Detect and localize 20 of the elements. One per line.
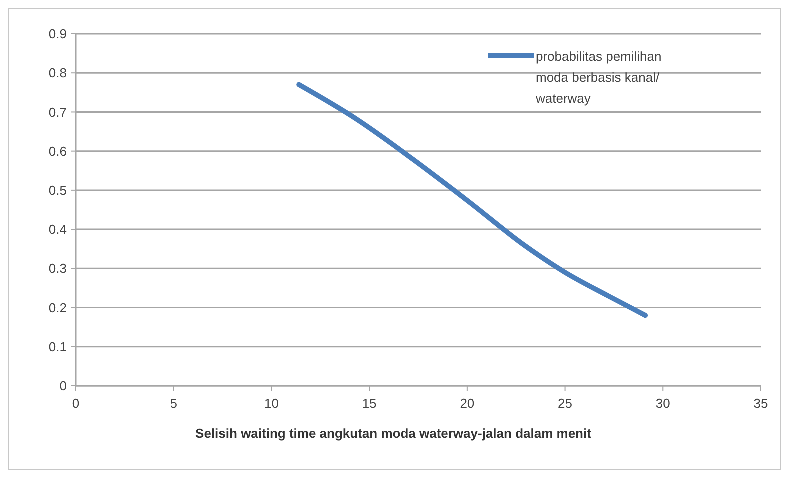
- x-tick-label: 35: [754, 396, 768, 411]
- y-tick-label: 0.7: [48, 104, 67, 120]
- x-tick-label: 10: [264, 396, 279, 411]
- x-tick-label: 30: [656, 396, 670, 411]
- y-tick-label: 0.8: [48, 66, 67, 81]
- x-tick-label: 25: [558, 396, 573, 411]
- x-tick-label: 5: [170, 396, 178, 411]
- y-tick-label: 0.6: [48, 144, 67, 159]
- y-tick-label: 0.9: [48, 26, 67, 42]
- y-tick-label: 0: [60, 378, 67, 394]
- legend-label: probabilitas pemilihan moda berbasis kanal/ waterway: [535, 49, 662, 106]
- x-tick-label: 15: [362, 396, 377, 411]
- y-tick-label: 0.1: [48, 339, 67, 354]
- x-tick-label: 20: [460, 396, 475, 411]
- y-tick-label: 0.5: [48, 182, 67, 198]
- x-axis-title: Selisih waiting time angkutan moda waterway-jalan dalam menit: [196, 426, 592, 441]
- y-tick-label: 0.2: [48, 300, 67, 316]
- y-tick-label: 0.3: [48, 261, 67, 276]
- y-tick-label: 0.4: [48, 222, 67, 238]
- x-tick-label: 0: [72, 396, 80, 411]
